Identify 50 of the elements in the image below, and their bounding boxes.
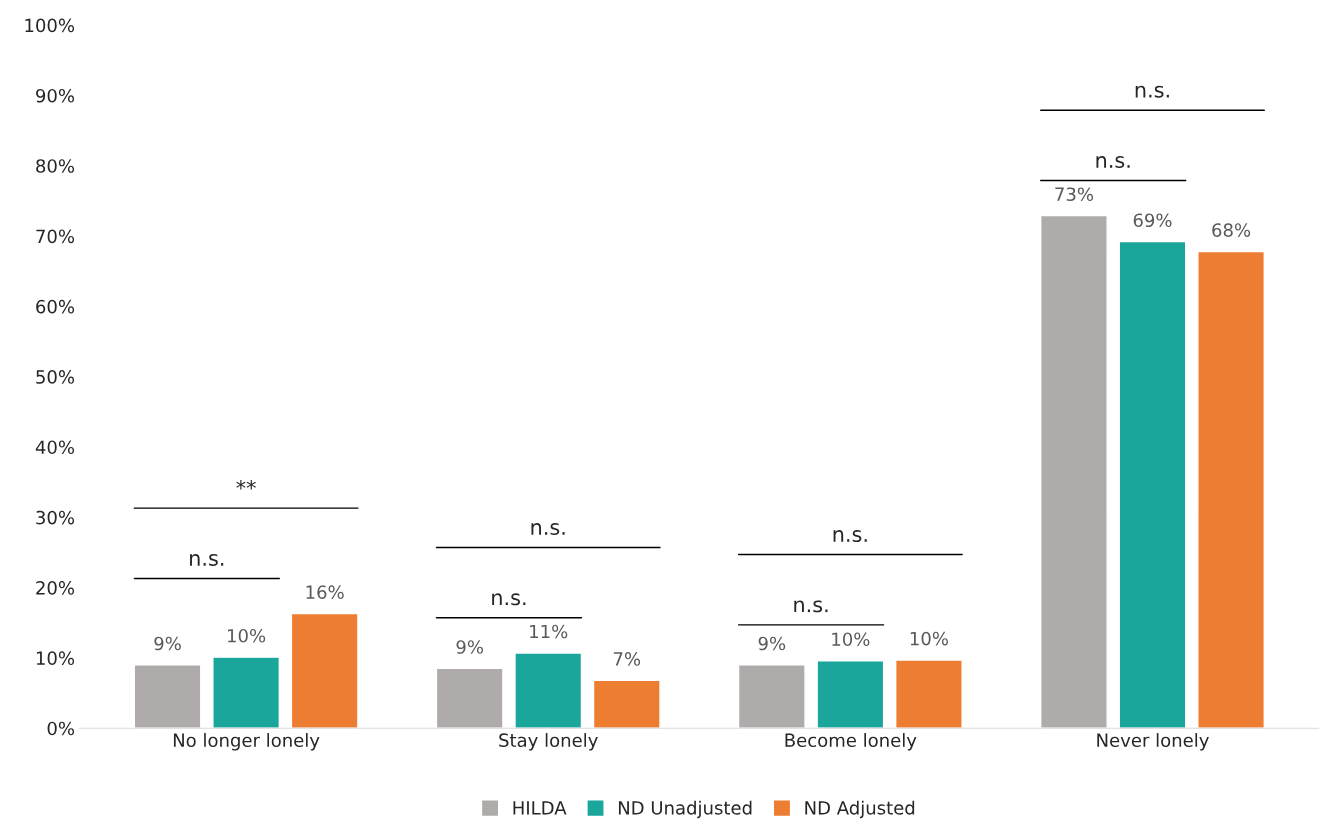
data-label: 9% — [456, 640, 483, 654]
y-tick-label: 100% — [25, 18, 75, 33]
y-tick-label: 10% — [36, 651, 75, 665]
annotation: ** — [236, 479, 256, 490]
bar — [133, 664, 202, 729]
x-tick-label: Become lonely — [785, 733, 917, 751]
y-tick-label: 30% — [36, 510, 75, 525]
bar — [816, 659, 885, 729]
legend-label: ND Unadjusted — [618, 800, 752, 819]
bar — [290, 612, 359, 729]
x-tick-label: Stay lonely — [499, 733, 598, 751]
annotation: n.s. — [531, 523, 565, 536]
y-tick-label: 40% — [35, 440, 75, 455]
bar — [737, 664, 806, 729]
bar — [435, 667, 504, 729]
legend-label: ND Adjusted — [805, 800, 915, 819]
data-label: 7% — [613, 652, 641, 666]
bar — [592, 679, 661, 729]
y-tick-label: 0% — [47, 721, 75, 736]
annotation: n.s. — [794, 600, 828, 613]
y-tick-label: 90% — [36, 88, 75, 103]
annotation: n.s. — [190, 554, 224, 566]
annotation: n.s. — [833, 530, 867, 543]
data-label: 11% — [530, 624, 568, 639]
bar — [894, 659, 963, 729]
bar — [212, 656, 281, 729]
bar — [1118, 240, 1187, 729]
data-label: 73% — [1055, 187, 1094, 202]
data-label: 16% — [306, 585, 344, 599]
bar — [514, 652, 583, 729]
y-tick-label: 70% — [36, 229, 75, 244]
annotation: n.s. — [492, 593, 526, 606]
data-label: 69% — [1133, 213, 1172, 228]
bar — [1040, 214, 1108, 729]
x-tick-label: No longer lonely — [173, 733, 320, 751]
y-tick-label: 20% — [36, 581, 75, 595]
data-label: 10% — [228, 628, 266, 643]
y-tick-label: 80% — [36, 159, 75, 173]
data-label: 9% — [758, 636, 786, 651]
data-label: 68% — [1212, 223, 1251, 237]
annotation: n.s. — [1096, 156, 1130, 169]
y-tick-label: 50% — [36, 370, 75, 384]
data-label: 9% — [154, 636, 181, 651]
annotation: n.s. — [1135, 85, 1169, 98]
legend-label: HILDA — [513, 801, 567, 815]
data-label: 10% — [910, 631, 948, 646]
data-label: 10% — [832, 632, 870, 647]
x-tick-label: Never lonely — [1097, 733, 1209, 751]
y-tick-label: 60% — [36, 299, 75, 314]
bar — [1197, 250, 1265, 729]
